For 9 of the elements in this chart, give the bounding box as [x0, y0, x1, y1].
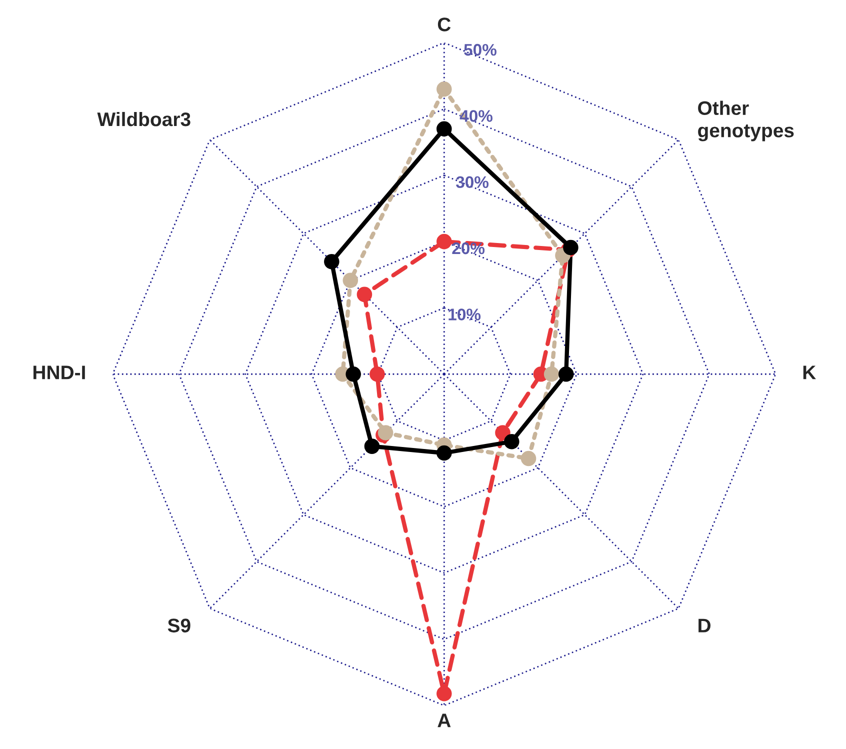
- spoke-label: D: [698, 618, 710, 632]
- spoke-label: HND-I: [34, 366, 85, 380]
- spoke-label: Other genotypes: [698, 100, 794, 142]
- spoke-label: C: [438, 18, 451, 32]
- spoke-label: A: [438, 714, 451, 728]
- spoke-label: Wildboar3: [97, 112, 190, 126]
- y-tick-label: 50%: [464, 44, 496, 56]
- spoke-label: K: [803, 366, 816, 380]
- spoke-label: S9: [168, 618, 190, 632]
